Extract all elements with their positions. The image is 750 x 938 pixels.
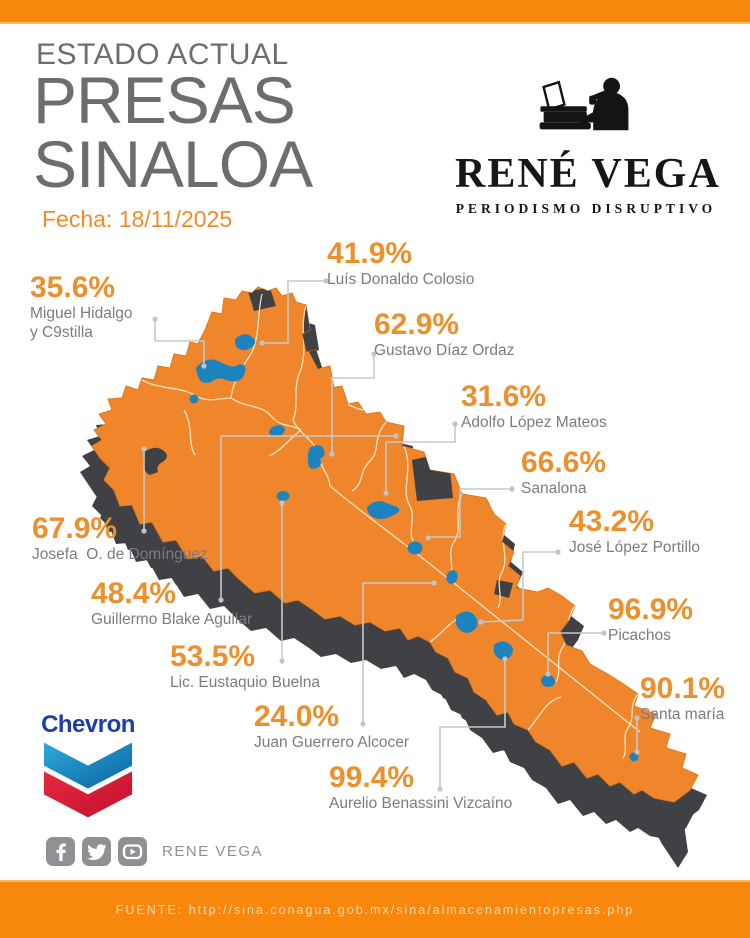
sponsor-logo: Chevron <box>38 711 138 826</box>
reservoir-santa-maria <box>629 752 639 762</box>
dam-percent: 31.6% <box>461 380 547 413</box>
page-title-line1: PRESAS <box>33 63 296 137</box>
dam-label-lopez-portillo: 43.2% José López Portillo <box>569 506 700 557</box>
dam-percent: 99.4% <box>329 761 415 794</box>
brand-tagline: PERIODISMO DISRUPTIVO <box>455 201 717 216</box>
dam-percent: 48.4% <box>91 577 177 610</box>
dam-name: Aurelio Benassini Vizcaíno <box>329 794 513 812</box>
dam-name: Luís Donaldo Colosio <box>327 270 475 288</box>
dam-name: Guillermo Blake Aguilar <box>91 610 253 628</box>
page-title: PRESAS SINALOA <box>33 63 313 202</box>
brand-logo: RENÉ VEGA PERIODISMO DISRUPTIVO <box>455 74 721 217</box>
dam-percent: 53.5% <box>170 640 256 673</box>
twitter-icon[interactable] <box>82 836 111 866</box>
chevron-marks-icon <box>43 742 133 818</box>
connector-dots <box>141 278 640 792</box>
dam-label-miguel-hidalgo: 35.6% Miguel Hidalgo y C9stilla <box>30 272 133 342</box>
dam-name: Sanalona <box>521 479 587 497</box>
dam-percent: 41.9% <box>327 237 413 270</box>
source-link: FUENTE: http://sina.conagua.gob.mx/sina/… <box>115 903 635 917</box>
dam-name: Josefa O. de Domínguez <box>32 545 208 563</box>
dam-name: Santa maría <box>640 705 725 723</box>
dam-name-line2: y C9stilla <box>30 323 93 341</box>
reservoir-lopez-portillo <box>455 611 478 633</box>
brand-name: RENÉ VEGA <box>455 151 721 197</box>
dam-label-dominguez: 67.9% Josefa O. de Domínguez <box>32 513 208 564</box>
page-kicker: ESTADO ACTUAL <box>36 38 289 71</box>
date-label: Fecha: 18/11/2025 <box>42 206 233 232</box>
dam-percent: 35.6% <box>30 271 116 304</box>
dam-name: Miguel Hidalgo <box>30 304 133 322</box>
southeast-tail-shadow <box>640 788 688 868</box>
connector-lines <box>143 280 638 787</box>
reservoir-sanalona <box>407 541 423 555</box>
reservoirs <box>189 334 639 762</box>
dam-percent: 67.9% <box>32 512 118 545</box>
reservoir-picachos <box>541 674 555 688</box>
dam-label-guerrero-alcocer: 24.0% Juan Guerrero Alcocer <box>254 701 409 752</box>
dam-percent: 43.2% <box>569 505 655 538</box>
coastal-lagoon <box>143 447 167 475</box>
top-accent-bar <box>0 0 750 24</box>
dam-label-lopez-mateos: 31.6% Adolfo López Mateos <box>461 381 607 432</box>
dam-name: Adolfo López Mateos <box>461 413 607 431</box>
reservoir-miguel-hidalgo <box>196 359 246 384</box>
dam-name: Gustavo Díaz Ordaz <box>374 341 515 359</box>
dam-label-picachos: 96.9% Picachos <box>608 594 693 645</box>
page-title-line2: SINALOA <box>33 127 313 202</box>
dam-name: Picachos <box>608 626 671 644</box>
social-row: RENE VEGA <box>46 836 263 866</box>
social-handle: RENE VEGA <box>162 842 264 860</box>
youtube-icon[interactable] <box>118 836 147 866</box>
dam-percent: 96.9% <box>608 593 694 626</box>
dam-label-sanalona: 66.6% Sanalona <box>521 447 606 498</box>
dam-percent: 66.6% <box>521 446 607 479</box>
municipal-borders <box>141 293 641 759</box>
dam-label-blake-aguilar: 48.4% Guillermo Blake Aguilar <box>91 578 252 629</box>
footer-bar: FUENTE: http://sina.conagua.gob.mx/sina/… <box>0 880 750 938</box>
dam-percent: 24.0% <box>254 700 340 733</box>
dam-percent: 90.1% <box>640 672 726 705</box>
facebook-icon[interactable] <box>46 836 75 866</box>
dam-label-diaz-ordaz: 62.9% Gustavo Díaz Ordaz <box>374 309 514 360</box>
dam-label-benassini: 99.4% Aurelio Benassini Vizcaíno <box>329 762 512 813</box>
dam-percent: 62.9% <box>374 308 460 341</box>
dam-name: Juan Guerrero Alcocer <box>254 733 410 751</box>
reservoir-lopez-mateos <box>367 501 400 519</box>
sponsor-name: Chevron <box>41 711 135 738</box>
typewriter-man-icon <box>539 77 629 131</box>
reservoir-ordaz <box>307 445 325 469</box>
dam-label-santa-maria: 90.1% Santa maría <box>640 673 725 724</box>
dam-name: Lic. Eustaquio Buelna <box>170 673 320 691</box>
dam-label-eustaquio-buelna: 53.5% Lic. Eustaquio Buelna <box>170 641 320 692</box>
reservoir-colosio <box>235 334 256 351</box>
dam-label-colosio: 41.9% Luís Donaldo Colosio <box>327 238 474 289</box>
dam-name: José López Portillo <box>569 538 700 556</box>
